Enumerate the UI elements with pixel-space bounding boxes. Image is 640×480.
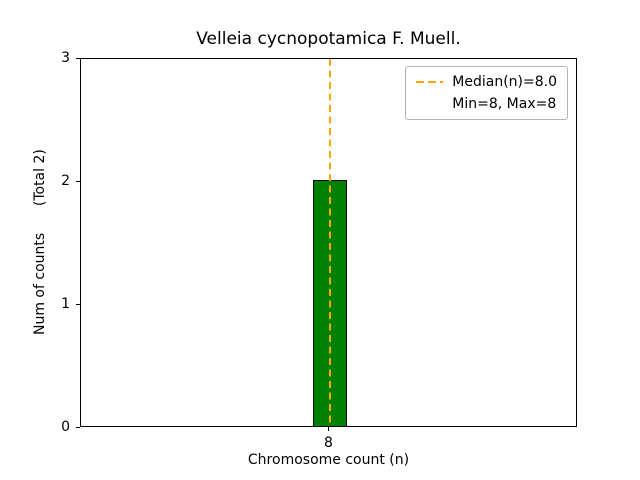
legend: Median(n)=8.0 Min=8, Max=8 (405, 66, 568, 120)
legend-label-median: Median(n)=8.0 (452, 74, 557, 90)
x-axis-label: Chromosome count (n) (247, 452, 410, 468)
y-tick-mark (76, 180, 80, 182)
y-tick-mark (76, 57, 80, 59)
plot-area: Median(n)=8.0 Min=8, Max=8 (80, 58, 577, 427)
y-tick-label: 2 (61, 173, 70, 189)
chart-title: Velleia cycnopotamica F. Muell. (196, 29, 461, 49)
legend-entry-minmax: Min=8, Max=8 (416, 96, 557, 112)
y-tick-label: 3 (61, 50, 70, 66)
y-tick-mark (76, 426, 80, 428)
legend-entry-median: Median(n)=8.0 (416, 74, 557, 90)
y-axis-label: Num of counts (Total 2) (32, 149, 48, 336)
y-tick-mark (76, 303, 80, 305)
x-tick-mark (328, 427, 329, 431)
legend-label-minmax: Min=8, Max=8 (452, 96, 557, 112)
y-tick-label: 0 (61, 419, 70, 435)
y-tick-label: 1 (61, 296, 70, 312)
legend-spacer (416, 103, 443, 105)
x-tick-label: 8 (324, 435, 333, 451)
median-line (328, 59, 331, 426)
median-dashed-line-icon (416, 81, 444, 83)
